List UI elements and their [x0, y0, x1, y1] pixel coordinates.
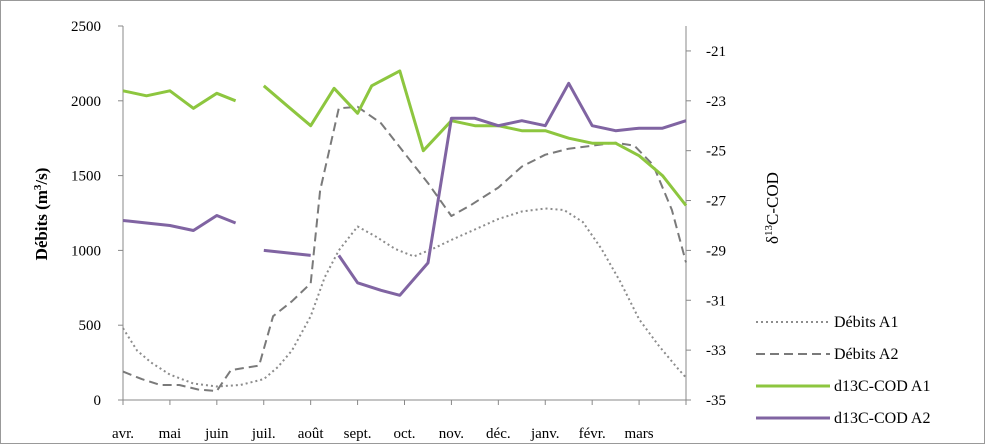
series-line: [122, 214, 237, 232]
month-tick-label: mai: [159, 426, 182, 442]
left-axis-title-main: Débits (m: [32, 190, 51, 260]
month-tick-label: mars: [624, 426, 653, 442]
legend-item: Débits A1: [756, 314, 898, 331]
left-tick-label: 0: [94, 393, 102, 409]
month-tick-label: nov.: [439, 426, 464, 442]
left-tick-label: 500: [79, 318, 102, 334]
legend-label: Débits A2: [834, 346, 898, 363]
left-tick-label: 2500: [71, 19, 101, 35]
month-tick-label: sept.: [344, 426, 372, 442]
series-d13c-cod-a2: [122, 81, 687, 297]
month-tick-label: août: [298, 426, 325, 442]
series-line: [122, 105, 687, 392]
right-tick-label: -31: [706, 293, 726, 309]
series-line: [262, 69, 688, 207]
right-tick-label: -29: [706, 243, 726, 259]
bottom-axis-ticks: avr. mai juin juil. août sept. oct. nov. déc. jan…: [112, 400, 687, 442]
series-line: [337, 81, 687, 297]
legend-item: d13C-COD A1: [756, 378, 930, 395]
right-tick-label: -33: [706, 343, 726, 359]
legend-item: Débits A2: [756, 346, 898, 363]
legend-label: Débits A1: [834, 314, 898, 331]
right-axis-title-sup: 13: [763, 224, 775, 236]
month-tick-label: oct.: [393, 426, 415, 442]
legend-label: d13C-COD A2: [834, 410, 930, 427]
series-d13c-cod-a1: [122, 69, 688, 207]
left-axis-ticks: 0 500 1000 1500 2000 2500: [71, 19, 123, 409]
series-line: [122, 89, 237, 110]
left-tick-label: 1000: [71, 243, 101, 259]
month-tick-label: juin: [204, 426, 229, 442]
month-tick-label: déc.: [486, 426, 511, 442]
series-line: [122, 207, 687, 388]
right-tick-label: -21: [706, 44, 726, 60]
month-tick-label: juil.: [251, 426, 276, 442]
right-tick-label: -35: [706, 393, 726, 409]
right-axis-title-end: C-COD: [763, 172, 782, 225]
left-axis-title-end: /s): [32, 168, 51, 186]
right-tick-label: -25: [706, 144, 726, 160]
left-tick-label: 2000: [71, 94, 101, 110]
legend: Débits A1 Débits A2 d13C-COD A1 d13C-COD A2: [756, 314, 930, 427]
left-axis-title-sup: 3: [32, 184, 44, 190]
right-axis-title-main: δ: [763, 236, 782, 244]
left-tick-label: 1500: [71, 169, 101, 185]
left-axis-title: Débits (m3/s): [32, 168, 51, 261]
right-axis-ticks: -21 -23 -25 -27 -29 -31 -33 -35: [686, 44, 726, 409]
month-tick-label: avr.: [112, 426, 134, 442]
series-layer: [122, 69, 688, 392]
right-tick-label: -27: [706, 194, 726, 210]
legend-item: d13C-COD A2: [756, 410, 930, 427]
legend-label: d13C-COD A1: [834, 378, 930, 395]
month-tick-label: janv.: [530, 426, 560, 442]
right-tick-label: -23: [706, 94, 726, 110]
month-tick-label: févr.: [579, 426, 606, 442]
series-d-bits-a1: [122, 207, 687, 388]
series-line: [263, 248, 311, 257]
right-axis-title: δ13C-COD: [763, 172, 782, 244]
series-d-bits-a2: [122, 105, 687, 392]
